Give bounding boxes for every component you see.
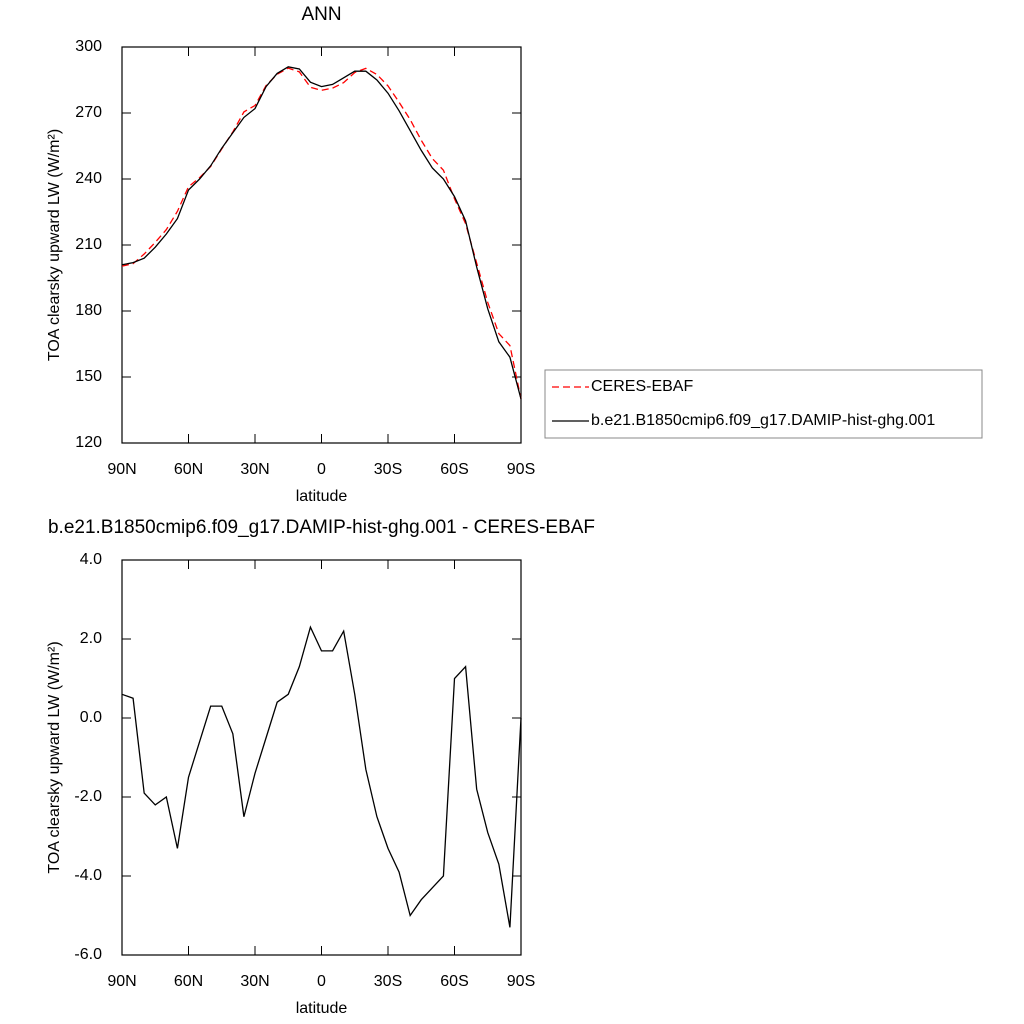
x-tick-label: 30N — [240, 973, 269, 990]
legend-label: CERES-EBAF — [591, 378, 693, 395]
x-tick-label: 90N — [107, 461, 136, 478]
y-tick-label: 270 — [75, 104, 102, 121]
x-tick-label: 60N — [174, 973, 203, 990]
legend-box — [544, 369, 983, 439]
y-tick-label: 300 — [75, 38, 102, 55]
chart-title: ANN — [301, 4, 341, 25]
y-tick-label: 210 — [75, 236, 102, 253]
y-tick-label: 2.0 — [80, 630, 102, 647]
data-line — [121, 625, 522, 928]
y-axis-label: TOA clearsky upward LW (W/m²) — [46, 641, 63, 873]
y-tick-label: 120 — [75, 434, 102, 451]
x-tick-label: 30N — [240, 461, 269, 478]
y-tick-label: 0.0 — [80, 709, 102, 726]
y-tick-label: 150 — [75, 368, 102, 385]
x-tick-label: 0 — [317, 461, 326, 478]
data-line — [121, 67, 522, 400]
legend-label: b.e21.B1850cmip6.f09_g17.DAMIP-hist-ghg.… — [591, 412, 935, 429]
x-tick-label: 30S — [374, 973, 402, 990]
x-tick-label: 90N — [107, 973, 136, 990]
x-tick-label: 30S — [374, 461, 402, 478]
x-tick-label: 60S — [440, 461, 468, 478]
chart-title: b.e21.B1850cmip6.f09_g17.DAMIP-hist-ghg.… — [48, 517, 595, 538]
x-tick-label: 90S — [507, 973, 535, 990]
y-tick-label: -2.0 — [74, 788, 102, 805]
y-tick-label: 4.0 — [80, 551, 102, 568]
y-tick-label: -4.0 — [74, 867, 102, 884]
y-tick-label: 180 — [75, 302, 102, 319]
x-tick-label: 60N — [174, 461, 203, 478]
x-tick-label: 90S — [507, 461, 535, 478]
plot-frame — [121, 46, 522, 444]
data-line — [121, 66, 522, 400]
y-tick-label: -6.0 — [74, 946, 102, 963]
x-tick-label: 0 — [317, 973, 326, 990]
y-axis-label: TOA clearsky upward LW (W/m²) — [46, 129, 63, 361]
x-tick-label: 60S — [440, 973, 468, 990]
x-axis-label: latitude — [296, 488, 348, 505]
plot-frame — [121, 559, 522, 956]
y-tick-label: 240 — [75, 170, 102, 187]
x-axis-label: latitude — [296, 1000, 348, 1017]
